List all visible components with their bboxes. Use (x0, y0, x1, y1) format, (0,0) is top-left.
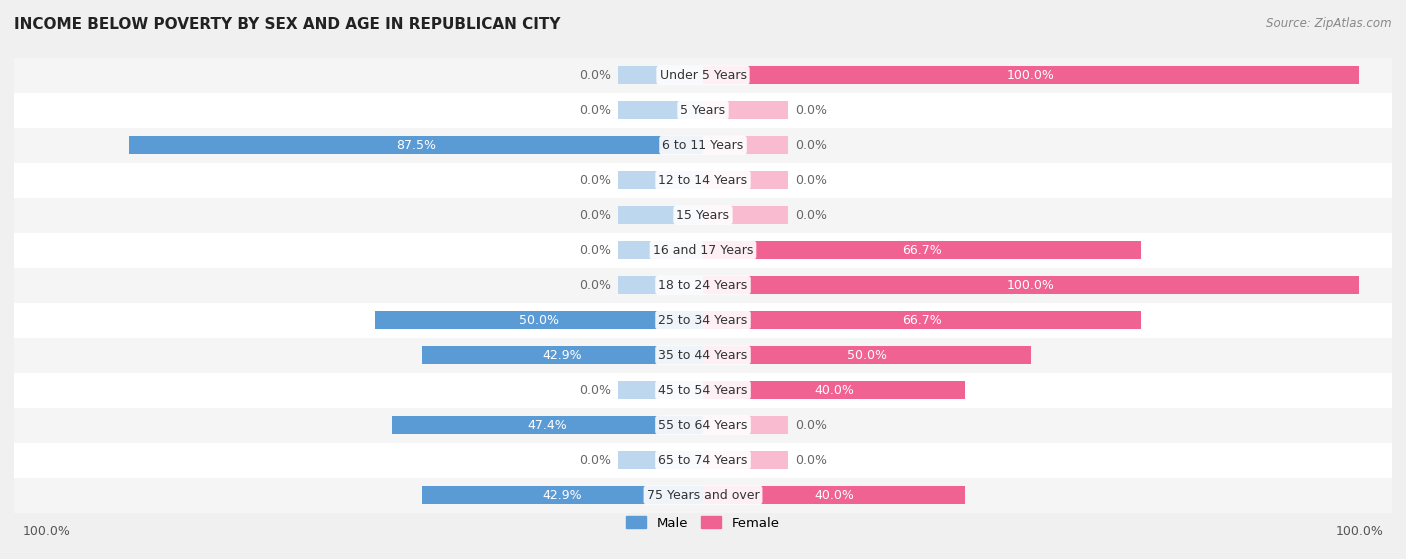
Text: 0.0%: 0.0% (579, 453, 612, 467)
Bar (703, 347, 1031, 364)
Text: 25 to 34 Years: 25 to 34 Years (658, 314, 748, 326)
Text: 40.0%: 40.0% (814, 383, 855, 396)
Text: 100.0%: 100.0% (1007, 278, 1054, 292)
Text: 0.0%: 0.0% (794, 139, 827, 151)
Bar (0, 233, 1406, 268)
Text: 66.7%: 66.7% (901, 314, 942, 326)
Bar (703, 241, 1140, 259)
Text: 0.0%: 0.0% (579, 103, 612, 117)
Text: 5 Years: 5 Years (681, 103, 725, 117)
Text: 45 to 54 Years: 45 to 54 Years (658, 383, 748, 396)
Bar (375, 311, 703, 329)
Text: 42.9%: 42.9% (543, 489, 582, 501)
Text: 100.0%: 100.0% (1007, 69, 1054, 82)
Bar (703, 451, 789, 469)
Text: 87.5%: 87.5% (396, 139, 436, 151)
Text: INCOME BELOW POVERTY BY SEX AND AGE IN REPUBLICAN CITY: INCOME BELOW POVERTY BY SEX AND AGE IN R… (14, 17, 561, 32)
Bar (422, 486, 703, 504)
Bar (703, 416, 789, 434)
Bar (703, 67, 1360, 84)
Text: 0.0%: 0.0% (579, 174, 612, 187)
Text: 0.0%: 0.0% (579, 69, 612, 82)
Text: 0.0%: 0.0% (794, 174, 827, 187)
Bar (617, 206, 703, 224)
Bar (703, 311, 1140, 329)
Bar (0, 58, 1406, 93)
Bar (703, 101, 789, 119)
Bar (129, 136, 703, 154)
Bar (0, 268, 1406, 302)
Text: 42.9%: 42.9% (543, 349, 582, 362)
Bar (617, 172, 703, 189)
Text: Under 5 Years: Under 5 Years (659, 69, 747, 82)
Bar (422, 347, 703, 364)
Bar (0, 338, 1406, 372)
Text: 47.4%: 47.4% (527, 419, 568, 432)
Bar (0, 127, 1406, 163)
Bar (703, 381, 966, 399)
Bar (617, 67, 703, 84)
Bar (0, 198, 1406, 233)
Text: 66.7%: 66.7% (901, 244, 942, 257)
Text: 0.0%: 0.0% (794, 103, 827, 117)
Text: 18 to 24 Years: 18 to 24 Years (658, 278, 748, 292)
Text: 12 to 14 Years: 12 to 14 Years (658, 174, 748, 187)
Bar (0, 477, 1406, 513)
Text: 35 to 44 Years: 35 to 44 Years (658, 349, 748, 362)
Text: 15 Years: 15 Years (676, 209, 730, 221)
Text: 16 and 17 Years: 16 and 17 Years (652, 244, 754, 257)
Bar (0, 408, 1406, 443)
Text: 0.0%: 0.0% (794, 419, 827, 432)
Text: 6 to 11 Years: 6 to 11 Years (662, 139, 744, 151)
Legend: Male, Female: Male, Female (621, 511, 785, 535)
Text: 0.0%: 0.0% (579, 383, 612, 396)
Bar (617, 241, 703, 259)
Bar (0, 163, 1406, 198)
Text: 0.0%: 0.0% (794, 209, 827, 221)
Text: 55 to 64 Years: 55 to 64 Years (658, 419, 748, 432)
Bar (703, 486, 966, 504)
Bar (617, 276, 703, 294)
Bar (703, 136, 789, 154)
Bar (0, 302, 1406, 338)
Bar (617, 451, 703, 469)
Bar (0, 372, 1406, 408)
Text: 65 to 74 Years: 65 to 74 Years (658, 453, 748, 467)
Bar (392, 416, 703, 434)
Bar (703, 276, 1360, 294)
Bar (0, 443, 1406, 477)
Bar (703, 172, 789, 189)
Text: 50.0%: 50.0% (846, 349, 887, 362)
Text: 0.0%: 0.0% (794, 453, 827, 467)
Text: 0.0%: 0.0% (579, 244, 612, 257)
Bar (617, 101, 703, 119)
Text: 0.0%: 0.0% (579, 278, 612, 292)
Bar (703, 206, 789, 224)
Bar (617, 381, 703, 399)
Bar (0, 93, 1406, 127)
Text: 50.0%: 50.0% (519, 314, 560, 326)
Text: Source: ZipAtlas.com: Source: ZipAtlas.com (1267, 17, 1392, 30)
Text: 0.0%: 0.0% (579, 209, 612, 221)
Text: 40.0%: 40.0% (814, 489, 855, 501)
Text: 75 Years and over: 75 Years and over (647, 489, 759, 501)
